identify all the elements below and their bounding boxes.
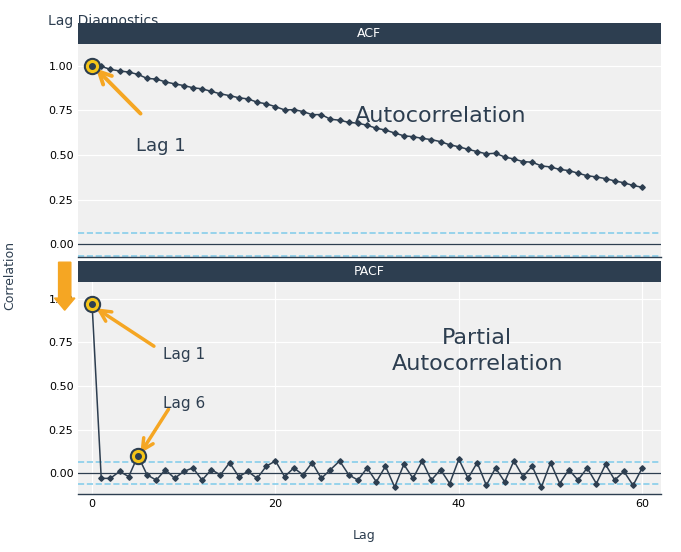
Text: Lag: Lag: [353, 529, 376, 542]
Text: Lag Diagnostics: Lag Diagnostics: [48, 14, 158, 28]
Text: Lag 1: Lag 1: [136, 137, 186, 155]
Text: Lag 6: Lag 6: [163, 396, 205, 411]
Text: Partial
Autocorrelation: Partial Autocorrelation: [392, 328, 563, 374]
Text: Autocorrelation: Autocorrelation: [355, 105, 526, 126]
Text: ACF: ACF: [358, 27, 381, 40]
Text: Correlation: Correlation: [3, 242, 17, 310]
Text: PACF: PACF: [354, 264, 385, 278]
Text: Lag 1: Lag 1: [163, 347, 205, 362]
